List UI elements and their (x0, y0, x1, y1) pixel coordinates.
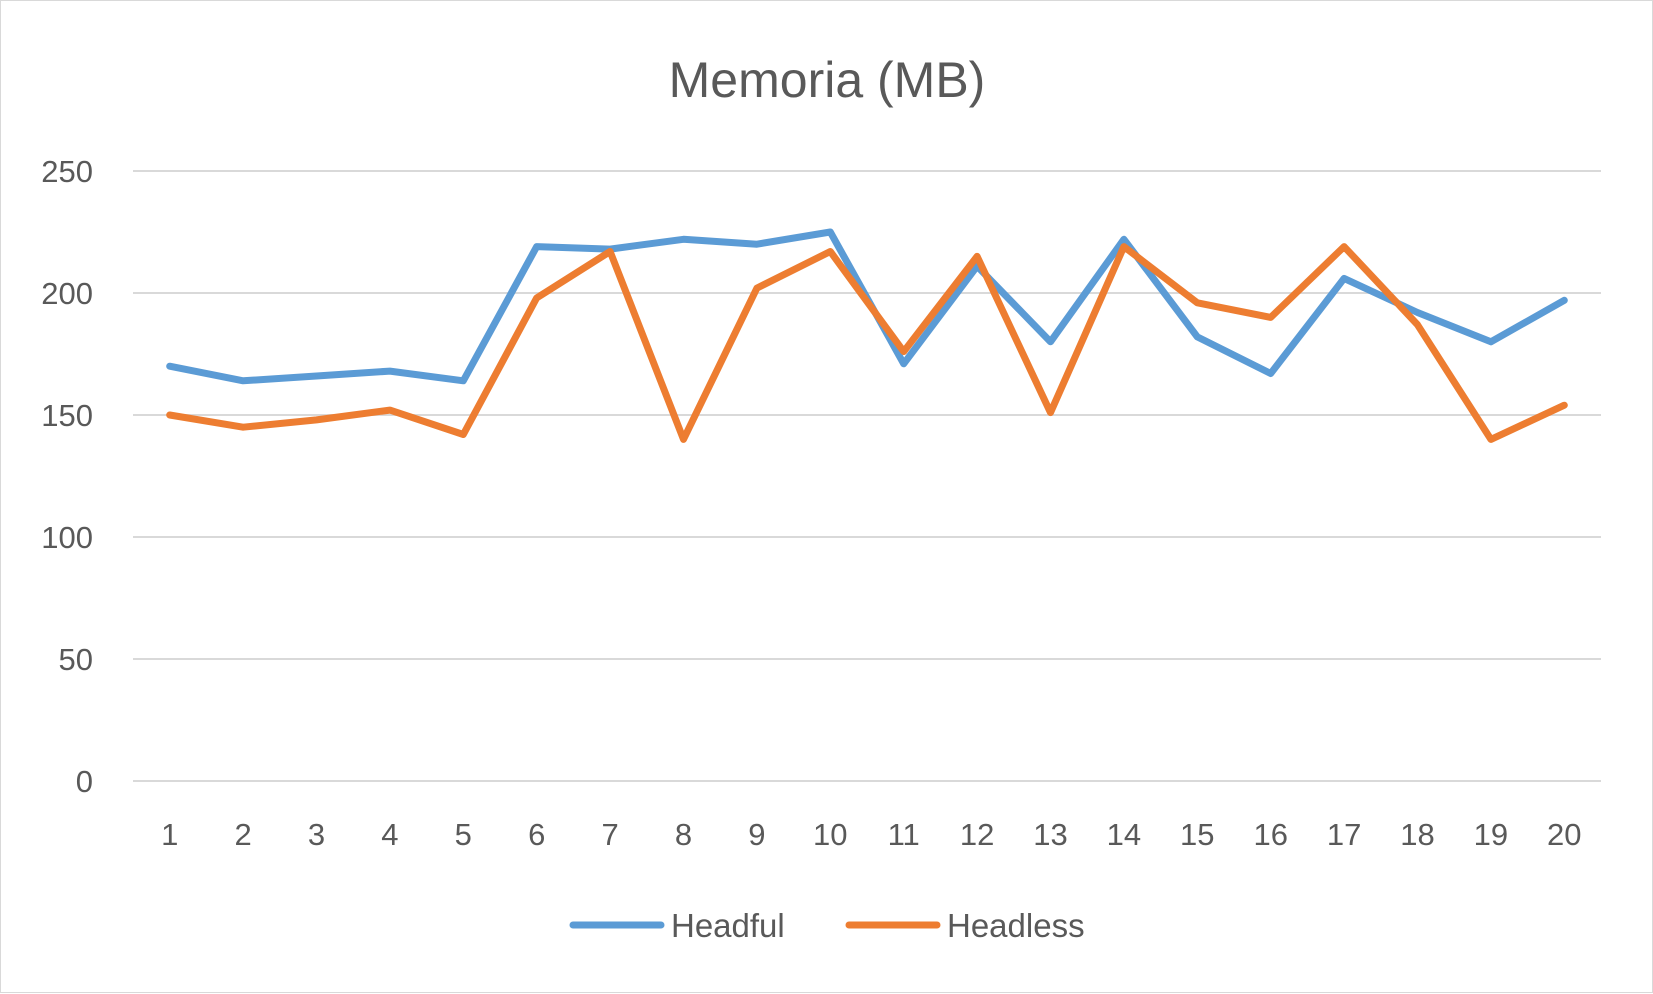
x-tick-label: 15 (1180, 817, 1214, 852)
data-point-headless (461, 433, 465, 437)
x-tick-label: 20 (1547, 817, 1581, 852)
data-point-headful (1195, 335, 1199, 339)
data-point-headless (608, 250, 612, 254)
legend: Headful Headless (569, 907, 1085, 944)
x-tick-label: 13 (1033, 817, 1067, 852)
data-point-headful (168, 364, 172, 368)
data-point-headful (1049, 340, 1052, 344)
data-point-headful (1342, 276, 1346, 280)
x-tick-label: 6 (528, 817, 545, 852)
legend-item-headful: Headful (569, 907, 785, 944)
data-point-headless (975, 254, 979, 258)
data-point-headful (682, 237, 685, 241)
x-tick-label: 8 (675, 817, 692, 852)
data-point-headless (168, 413, 172, 417)
x-tick-label: 1 (161, 817, 178, 852)
data-point-headful (755, 242, 759, 246)
y-tick-label: 200 (41, 276, 93, 311)
data-point-headless (682, 437, 685, 441)
x-tick-label: 3 (308, 817, 325, 852)
data-point-headful (388, 369, 392, 373)
series-lines (166, 228, 1568, 443)
y-tick-label: 0 (76, 764, 93, 799)
x-tick-label: 16 (1253, 817, 1287, 852)
data-point-headful (241, 379, 245, 383)
x-tick-label: 5 (455, 817, 472, 852)
x-tick-label: 2 (234, 817, 251, 852)
x-tick-label: 17 (1327, 817, 1361, 852)
data-point-headful (535, 245, 539, 249)
gridlines (133, 170, 1601, 782)
data-point-headful (1489, 340, 1493, 344)
data-point-headless (1049, 411, 1052, 415)
x-tick-label: 10 (813, 817, 847, 852)
data-point-headless (388, 408, 392, 412)
x-tick-label: 12 (960, 817, 994, 852)
data-point-headless (902, 350, 906, 354)
data-point-headless (535, 296, 539, 300)
data-point-headless (1342, 245, 1346, 249)
x-tick-label: 7 (601, 817, 618, 852)
y-axis-tick-labels: 0 50 100 150 200 250 (41, 154, 93, 799)
x-axis-tick-labels: 1 2 3 4 5 6 7 8 9 10 11 12 13 14 15 16 17 18 19 20 (161, 817, 1581, 852)
x-tick-label: 9 (748, 817, 765, 852)
x-tick-label: 14 (1107, 817, 1141, 852)
series-line-headless (166, 243, 1568, 443)
data-point-headless (1489, 437, 1493, 441)
data-point-headful (461, 379, 465, 383)
data-point-headless (828, 250, 832, 254)
x-tick-label: 4 (381, 817, 398, 852)
data-point-headful (315, 374, 318, 378)
legend-label: Headless (947, 907, 1085, 944)
chart-title: Memoria (MB) (669, 52, 986, 108)
data-point-headless (1122, 245, 1126, 249)
x-tick-label: 11 (888, 817, 920, 852)
data-point-headful (1562, 298, 1566, 302)
data-point-headless (1416, 323, 1419, 327)
y-tick-label: 100 (41, 520, 93, 555)
data-point-headless (1269, 315, 1273, 319)
data-point-headless (241, 425, 245, 429)
data-point-headful (828, 230, 832, 234)
data-point-headless (1195, 301, 1199, 305)
data-point-headless (755, 286, 759, 290)
data-point-headless (315, 418, 318, 422)
x-tick-label: 19 (1474, 817, 1508, 852)
y-tick-label: 150 (41, 398, 93, 433)
data-point-headful (1122, 237, 1126, 241)
data-point-headful (1416, 311, 1419, 315)
y-tick-label: 50 (59, 642, 93, 677)
legend-item-headless: Headless (845, 907, 1085, 944)
x-tick-label: 18 (1400, 817, 1434, 852)
data-point-headful (902, 362, 906, 366)
legend-label: Headful (671, 907, 785, 944)
data-point-headless (1562, 403, 1566, 407)
y-tick-label: 250 (41, 154, 93, 189)
data-point-headful (1269, 372, 1273, 376)
